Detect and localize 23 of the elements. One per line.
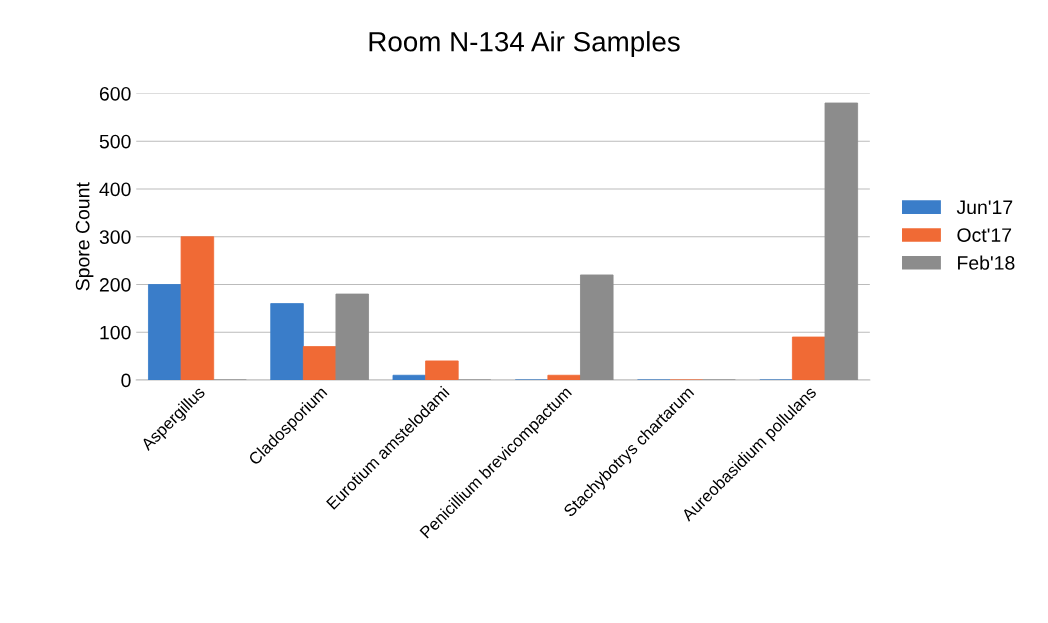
legend-label: Oct'17 — [957, 228, 1012, 242]
bar — [547, 374, 581, 381]
bar — [270, 303, 304, 381]
chart-title: Room N-134 Air Samples — [369, 31, 680, 58]
y-axis-title: Spore Count — [75, 182, 94, 291]
y-tick-label: 300 — [99, 230, 131, 244]
bar — [180, 236, 215, 381]
y-tick-label: 0 — [121, 373, 131, 388]
bar — [791, 336, 826, 381]
bar — [335, 293, 369, 381]
bar — [302, 346, 337, 381]
y-tick-label: 500 — [99, 134, 131, 149]
bar — [392, 374, 427, 381]
legend-label: Feb'18 — [958, 255, 1015, 270]
y-tick-label: 200 — [99, 277, 131, 292]
y-tick-label: 400 — [99, 182, 131, 197]
bar — [148, 284, 182, 381]
bar — [824, 102, 859, 381]
y-tick-label: 600 — [99, 86, 131, 101]
legend-label: Jun'17 — [956, 200, 1013, 215]
y-tick-label: 100 — [100, 325, 131, 340]
bar — [425, 360, 459, 381]
bar — [580, 274, 614, 381]
